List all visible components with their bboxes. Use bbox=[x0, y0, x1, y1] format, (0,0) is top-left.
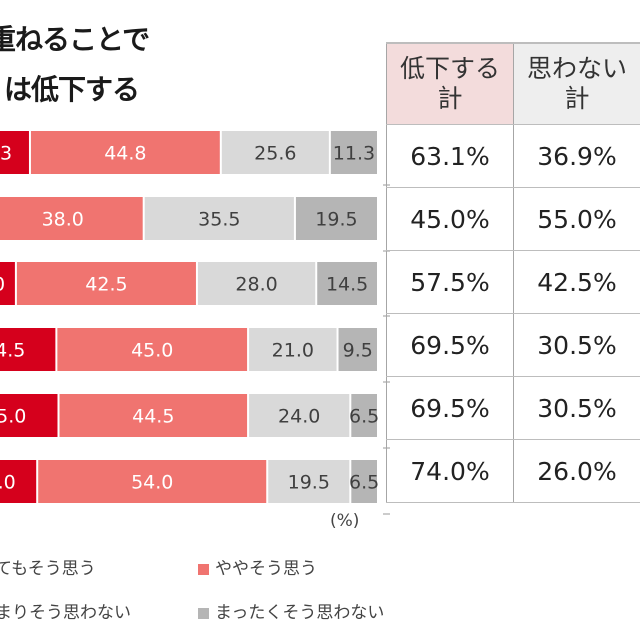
bar-value-label: 28.0 bbox=[235, 274, 277, 296]
cell: 26.0% bbox=[513, 439, 640, 503]
cell: 30.5% bbox=[513, 313, 640, 377]
bar-segment bbox=[0, 197, 143, 240]
table-row: 63.1% 36.9% bbox=[386, 124, 640, 188]
bar-value-label: 20.0 bbox=[0, 472, 16, 494]
bar-segment bbox=[221, 131, 329, 174]
bar-value-label: 19.5 bbox=[315, 209, 357, 231]
legend-item-strongly-agree: てもそう思う bbox=[0, 554, 96, 579]
bar-value-label: 21.0 bbox=[272, 340, 314, 362]
legend-item-somewhat-disagree: まりそう思わない bbox=[0, 598, 131, 623]
cell: 69.5% bbox=[386, 376, 514, 440]
chart-title-line1: 重ねることで bbox=[0, 23, 150, 56]
bar-segment bbox=[295, 197, 377, 240]
table-row: 69.5% 30.5% bbox=[386, 376, 640, 440]
legend-label: ややそう思う bbox=[215, 559, 317, 579]
bar-segment bbox=[351, 460, 377, 503]
bar-segment bbox=[0, 460, 37, 503]
bar-segment bbox=[249, 328, 337, 371]
header-text: 低下する bbox=[399, 54, 500, 83]
header-text: 計 bbox=[564, 84, 590, 113]
table-row: 69.5% 30.5% bbox=[386, 313, 640, 377]
table-row: 74.0% 26.0% bbox=[386, 439, 640, 503]
bar-segment bbox=[330, 131, 377, 174]
bar-value-label: 6.5 bbox=[349, 472, 379, 494]
legend-item-strongly-disagree: まったくそう思わない bbox=[198, 598, 384, 623]
bar-value-label: 9.5 bbox=[343, 340, 373, 362]
bar-value-label: 11.3 bbox=[333, 143, 375, 165]
bar-segment bbox=[30, 131, 220, 174]
table-row: 57.5% 42.5% bbox=[386, 250, 640, 314]
bar-segment bbox=[0, 394, 58, 437]
summary-table: 低下する計 思わない計 63.1% 36.9% 45.0% 55.0% 57.5% 4… bbox=[386, 42, 640, 503]
bar-segment bbox=[57, 328, 248, 371]
cell: 55.0% bbox=[513, 187, 640, 251]
bar-segment bbox=[249, 394, 350, 437]
bar-segment bbox=[16, 262, 196, 305]
bar-value-label: 14.5 bbox=[326, 274, 368, 296]
cell: 30.5% bbox=[513, 376, 640, 440]
bar-value-label: 18.3 bbox=[0, 143, 12, 165]
cell: 36.9% bbox=[513, 124, 640, 188]
legend-label: まりそう思わない bbox=[0, 603, 131, 623]
bar-value-label: 38.0 bbox=[42, 209, 84, 231]
cell: 57.5% bbox=[386, 250, 514, 314]
bar-value-label: 25.0 bbox=[0, 406, 26, 428]
bar-value-label: 24.5 bbox=[0, 340, 25, 362]
bar-segment bbox=[144, 197, 294, 240]
bar-segment bbox=[351, 394, 377, 437]
table-row: 45.0% 55.0% bbox=[386, 187, 640, 251]
legend-swatch bbox=[198, 563, 209, 575]
bar-value-label: 15.0 bbox=[0, 274, 5, 296]
bar-segment bbox=[59, 394, 248, 437]
bar-value-label: 54.0 bbox=[131, 472, 173, 494]
cell: 42.5% bbox=[513, 250, 640, 314]
bar-segment bbox=[317, 262, 377, 305]
bar-segment bbox=[0, 328, 56, 371]
unit-label: (%) bbox=[330, 511, 360, 531]
cell: 74.0% bbox=[386, 439, 514, 503]
bar-value-label: 24.0 bbox=[278, 406, 320, 428]
header-text: 思わない bbox=[526, 54, 627, 83]
cell: 63.1% bbox=[386, 124, 514, 188]
bar-segment bbox=[0, 131, 29, 174]
table-header-row: 低下する計 思わない計 bbox=[386, 42, 640, 125]
chart-title-line2: は低下する bbox=[4, 73, 140, 106]
cell: 69.5% bbox=[386, 313, 514, 377]
legend-label: てもそう思う bbox=[0, 559, 96, 579]
bar-value-label: 19.5 bbox=[288, 472, 330, 494]
bar-value-label: 35.5 bbox=[198, 209, 240, 231]
legend-swatch bbox=[198, 607, 209, 619]
bar-segment bbox=[197, 262, 316, 305]
bar-segment bbox=[38, 460, 267, 503]
bar-segment bbox=[0, 262, 15, 305]
header-decrease-total: 低下する計 bbox=[386, 42, 514, 125]
bar-value-label: 6.5 bbox=[349, 406, 379, 428]
bar-segment bbox=[268, 460, 350, 503]
cell: 45.0% bbox=[386, 187, 514, 251]
header-disagree-total: 思わない計 bbox=[513, 42, 640, 125]
header-text: 計 bbox=[437, 84, 463, 113]
bar-segment bbox=[338, 328, 377, 371]
bar-value-label: 42.5 bbox=[85, 274, 127, 296]
bar-value-label: 44.8 bbox=[104, 143, 146, 165]
bar-value-label: 25.6 bbox=[254, 143, 296, 165]
legend-label: まったくそう思わない bbox=[215, 603, 385, 623]
bar-value-label: 44.5 bbox=[132, 406, 174, 428]
bar-value-label: 45.0 bbox=[131, 340, 173, 362]
legend-item-somewhat-agree: ややそう思う bbox=[198, 554, 317, 579]
